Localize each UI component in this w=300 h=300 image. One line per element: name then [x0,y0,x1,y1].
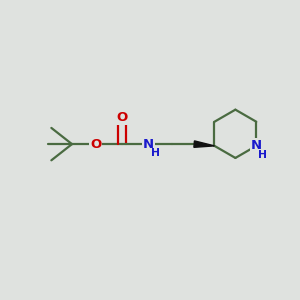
Polygon shape [194,141,214,147]
Text: O: O [90,138,101,151]
Text: N: N [251,140,262,152]
Text: H: H [151,148,160,158]
Text: N: N [143,138,154,151]
Text: H: H [258,150,267,160]
Text: O: O [116,111,128,124]
